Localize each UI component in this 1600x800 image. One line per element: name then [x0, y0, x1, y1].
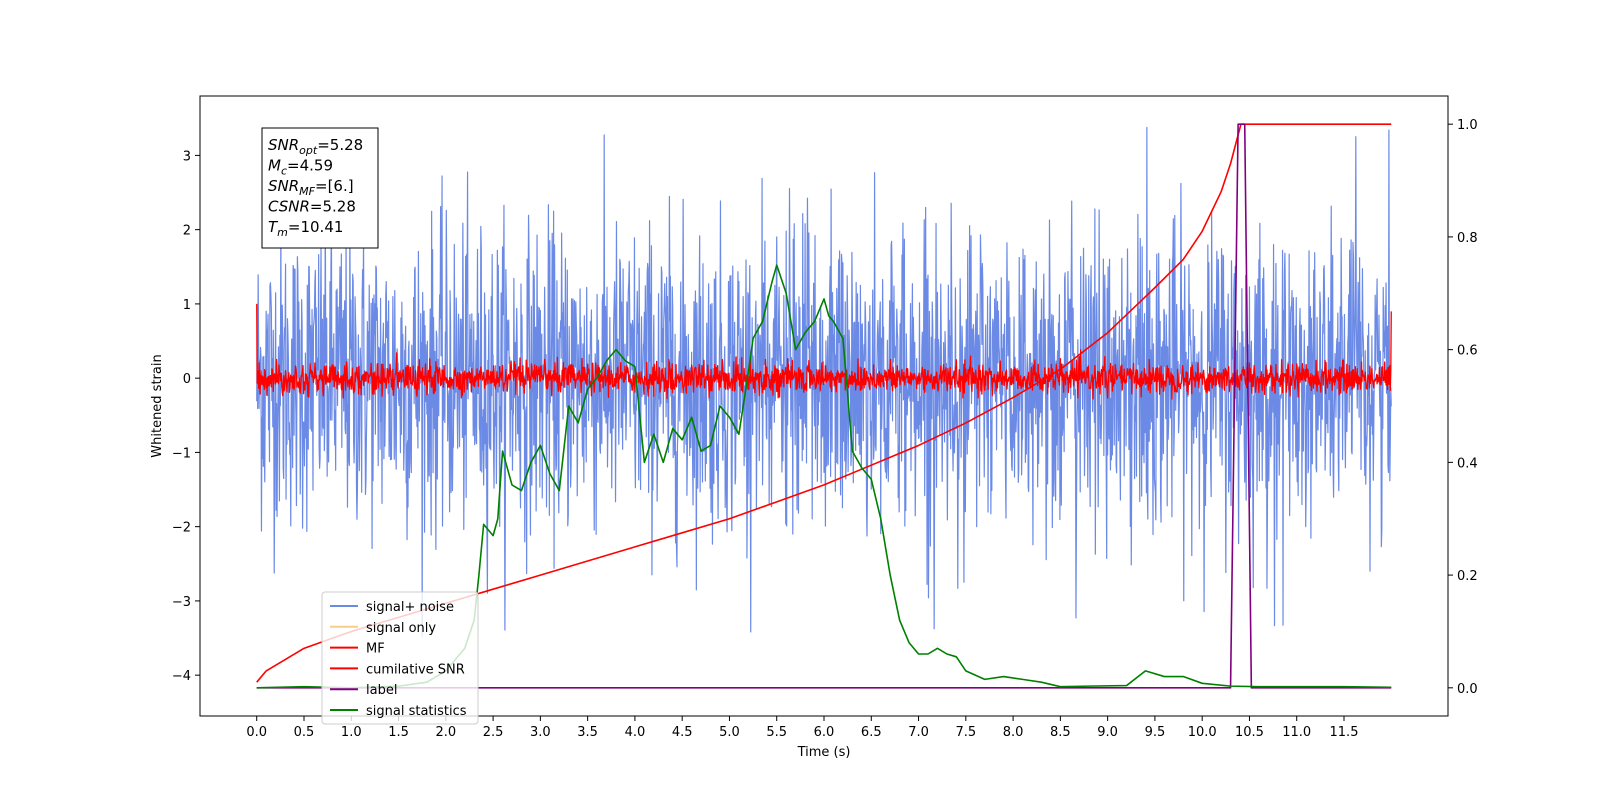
- x-tick-label: 9.0: [1097, 725, 1118, 740]
- x-tick-label: 1.0: [341, 725, 362, 740]
- series-line-signal-noise: [256, 126, 1392, 638]
- y-tick-label: 2: [183, 224, 191, 239]
- x-tick-label: 3.5: [577, 725, 598, 740]
- legend-label: signal+ noise: [366, 600, 454, 615]
- x-tick-label: 0.0: [246, 725, 267, 740]
- legend: signal+ noise signal only MF cumilative SNR…: [321, 591, 479, 725]
- annotation-frame: [261, 127, 379, 249]
- legend-label: MF: [366, 642, 385, 657]
- x-tick-label: 5.0: [719, 725, 740, 740]
- legend-label: label: [366, 683, 397, 698]
- y-tick-label: −4: [172, 669, 191, 684]
- x-tick-label: 6.5: [861, 725, 882, 740]
- y-axis-label: Whitened strain: [150, 354, 165, 457]
- legend-label: cumilative SNR: [366, 662, 465, 677]
- x-tick-label: 2.0: [435, 725, 456, 740]
- x-tick-label: 8.0: [1003, 725, 1024, 740]
- y2-tick-label: 0.2: [1457, 569, 1478, 584]
- y-axis-right: 0.0 0.2 0.4 0.6 0.8 1.0: [1448, 118, 1478, 697]
- x-tick-label: 0.5: [294, 725, 315, 740]
- y-tick-label: −1: [172, 446, 191, 461]
- x-tick-label: 9.5: [1145, 725, 1166, 740]
- annotation-line: Mc=4.59: [268, 157, 333, 178]
- x-tick-label: 5.5: [766, 725, 787, 740]
- legend-label: signal statistics: [366, 704, 467, 719]
- y2-tick-label: 0.6: [1457, 344, 1478, 359]
- x-tick-label: 11.5: [1330, 725, 1359, 740]
- series-line-signal-statistics: [256, 264, 1392, 689]
- x-tick-label: 10.5: [1235, 725, 1264, 740]
- x-axis: 0.0 0.5 1.0 1.5 2.0 2.5 3.0 3.5 4.0 4.5 5.0 5.5 6.0 6…: [246, 716, 1358, 740]
- x-tick-label: 8.5: [1050, 725, 1071, 740]
- x-axis-label: Time (s): [797, 745, 851, 760]
- x-tick-label: 11.0: [1282, 725, 1311, 740]
- y-tick-label: 1: [183, 298, 191, 313]
- y2-tick-label: 0.0: [1457, 682, 1478, 697]
- x-tick-label: 2.5: [483, 725, 504, 740]
- x-tick-label: 4.0: [625, 725, 646, 740]
- annotation-line: SNRopt=5.28: [268, 136, 363, 157]
- annotation-line: SNRMF=[6.]: [268, 177, 354, 198]
- y-tick-label: −2: [172, 521, 191, 536]
- x-tick-label: 7.5: [955, 725, 976, 740]
- x-tick-label: 7.0: [908, 725, 929, 740]
- legend-frame: [321, 591, 479, 725]
- series-line-mf: [256, 303, 1392, 400]
- legend-label: signal only: [366, 621, 436, 636]
- y-tick-label: 0: [183, 372, 191, 387]
- y2-tick-label: 1.0: [1457, 118, 1478, 133]
- x-tick-label: 3.0: [530, 725, 551, 740]
- annotation-line: CSNR=5.28: [268, 198, 356, 216]
- y2-tick-label: 0.8: [1457, 231, 1478, 246]
- y2-tick-label: 0.4: [1457, 456, 1478, 471]
- x-tick-label: 10.0: [1188, 725, 1217, 740]
- x-tick-label: 4.5: [672, 725, 693, 740]
- y-tick-label: −3: [172, 595, 191, 610]
- annotation-line: Tm=10.41: [268, 218, 343, 239]
- x-tick-label: 1.5: [388, 725, 409, 740]
- series-line-label: [256, 123, 1392, 689]
- x-tick-label: 6.0: [814, 725, 835, 740]
- y-tick-label: 3: [183, 149, 191, 164]
- y-axis-left: −4 −3 −2 −1 0 1 2 3: [172, 149, 200, 684]
